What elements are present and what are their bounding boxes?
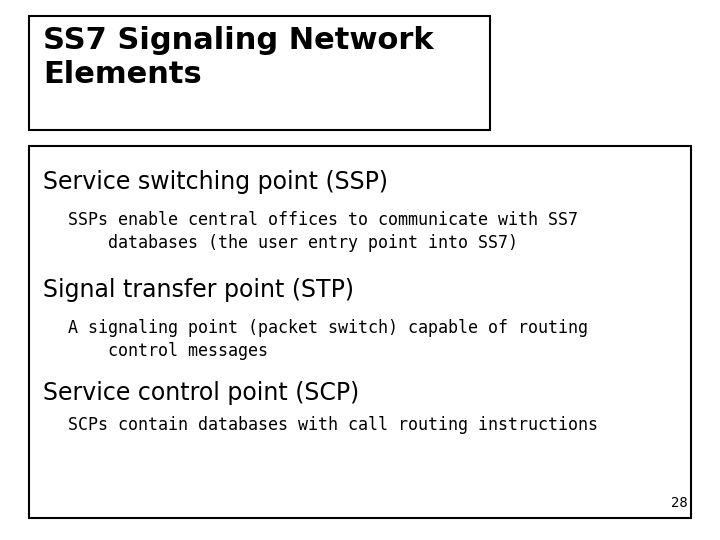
FancyBboxPatch shape — [29, 16, 490, 130]
Text: Signal transfer point (STP): Signal transfer point (STP) — [43, 278, 354, 302]
Text: A signaling point (packet switch) capable of routing
    control messages: A signaling point (packet switch) capabl… — [68, 319, 588, 360]
FancyBboxPatch shape — [29, 146, 691, 518]
Text: SS7 Signaling Network
Elements: SS7 Signaling Network Elements — [43, 26, 434, 89]
Text: Service control point (SCP): Service control point (SCP) — [43, 381, 359, 404]
Text: 28: 28 — [671, 496, 688, 510]
Text: SSPs enable central offices to communicate with SS7
    databases (the user entr: SSPs enable central offices to communica… — [68, 211, 578, 252]
Text: Service switching point (SSP): Service switching point (SSP) — [43, 170, 388, 194]
Text: SCPs contain databases with call routing instructions: SCPs contain databases with call routing… — [68, 416, 598, 434]
